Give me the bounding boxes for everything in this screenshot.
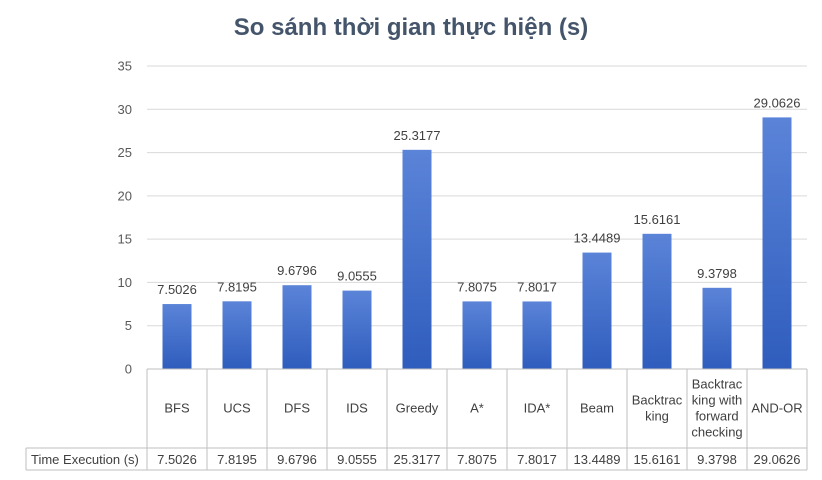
data-label: 7.5026 (157, 282, 197, 297)
category-label: BFS (164, 401, 190, 416)
category-label: AND-OR (751, 401, 802, 416)
category-label: UCS (223, 401, 251, 416)
category-label: Beam (580, 401, 614, 416)
data-label: 25.3177 (394, 128, 441, 143)
table-value-cell: 7.5026 (157, 452, 197, 467)
data-label: 13.4489 (574, 231, 621, 246)
bar-beam (582, 252, 612, 369)
bar-bfs (162, 304, 192, 369)
table-value-cell: 7.8195 (217, 452, 257, 467)
category-label: A* (470, 401, 484, 416)
gridlines (147, 65, 807, 327)
y-tick-label: 30 (118, 102, 132, 117)
bar-ids (342, 290, 372, 369)
data-label: 7.8017 (517, 279, 557, 294)
data-table: BFS UCS DFS IDS Greedy A* IDA* Beam Backtrac king… (25, 368, 808, 471)
y-tick-label: 35 (118, 59, 132, 74)
category-label: IDS (346, 401, 368, 416)
bar-a- (462, 301, 492, 369)
category-label: Greedy (396, 401, 439, 416)
bar-backtracking (642, 233, 672, 369)
y-tick-label: 25 (118, 145, 132, 160)
table-value-cell: 9.0555 (337, 452, 377, 467)
table-value-cell: 9.6796 (277, 452, 317, 467)
y-tick-label: 10 (118, 275, 132, 290)
table-value-cell: 15.6161 (634, 452, 681, 467)
data-label: 9.6796 (277, 263, 317, 278)
bars (162, 117, 792, 370)
bar-dfs (282, 285, 312, 369)
data-label: 29.0626 (754, 95, 801, 110)
y-axis-ticks: 0 5 10 15 20 25 30 35 (118, 59, 132, 377)
chart-title: So sánh thời gian thực hiện (s) (233, 14, 589, 41)
y-tick-label: 15 (118, 232, 132, 247)
bar-and-or (762, 117, 792, 370)
y-tick-label: 5 (125, 318, 132, 333)
bar-greedy (402, 149, 432, 369)
table-value-cell: 9.3798 (697, 452, 737, 467)
category-label: Backtrac king with forward checking (691, 377, 742, 440)
table-value-cell: 7.8075 (457, 452, 497, 467)
series-name-label: Time Execution (s) (31, 452, 139, 467)
data-label: 9.0555 (337, 269, 377, 284)
category-label: IDA* (524, 401, 551, 416)
data-label: 15.6161 (634, 212, 681, 227)
category-label: Backtrac king (632, 393, 683, 424)
category-label: DFS (284, 401, 310, 416)
data-label: 7.8075 (457, 279, 497, 294)
data-label: 9.3798 (697, 266, 737, 281)
table-value-cell: 25.3177 (394, 452, 441, 467)
bar-ucs (222, 301, 252, 369)
bar-ida- (522, 301, 552, 369)
y-tick-label: 0 (125, 362, 132, 377)
table-value-cell: 13.4489 (574, 452, 621, 467)
bar-backtracking-with-forward-checking (702, 287, 732, 369)
table-value-cell: 29.0626 (754, 452, 801, 467)
data-label: 7.8195 (217, 279, 257, 294)
data-labels: 7.5026 7.8195 9.6796 9.0555 25.3177 7.8075 7.8… (157, 95, 800, 297)
table-value-cell: 7.8017 (517, 452, 557, 467)
y-tick-label: 20 (118, 188, 132, 203)
